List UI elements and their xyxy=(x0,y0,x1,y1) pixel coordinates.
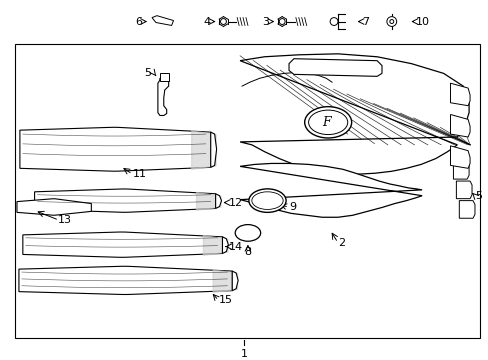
Polygon shape xyxy=(449,114,469,137)
Text: 9: 9 xyxy=(288,202,296,212)
Polygon shape xyxy=(288,59,381,76)
Text: 8: 8 xyxy=(244,247,251,257)
Polygon shape xyxy=(23,232,222,257)
Circle shape xyxy=(389,19,393,23)
Polygon shape xyxy=(20,127,210,171)
Text: 11: 11 xyxy=(132,169,146,179)
Polygon shape xyxy=(35,189,215,212)
Text: 5: 5 xyxy=(474,191,481,201)
Polygon shape xyxy=(452,162,468,179)
Text: 15: 15 xyxy=(218,296,232,305)
Polygon shape xyxy=(458,201,474,218)
Polygon shape xyxy=(240,163,421,217)
Text: 3: 3 xyxy=(262,17,269,27)
Polygon shape xyxy=(17,199,91,215)
Polygon shape xyxy=(152,15,173,26)
Polygon shape xyxy=(158,78,168,116)
Circle shape xyxy=(329,18,337,26)
Circle shape xyxy=(220,19,226,24)
Ellipse shape xyxy=(304,107,351,138)
Circle shape xyxy=(386,17,396,26)
Text: 14: 14 xyxy=(228,242,242,252)
Text: 2: 2 xyxy=(337,238,345,248)
Polygon shape xyxy=(210,132,216,167)
Text: F: F xyxy=(321,116,330,129)
Text: 1: 1 xyxy=(240,349,247,359)
Circle shape xyxy=(279,19,285,24)
Polygon shape xyxy=(455,181,471,199)
Bar xyxy=(15,44,479,338)
Ellipse shape xyxy=(235,225,260,241)
Polygon shape xyxy=(240,54,468,174)
Polygon shape xyxy=(215,194,221,208)
Text: 12: 12 xyxy=(228,198,242,208)
Polygon shape xyxy=(449,83,469,106)
Text: 6: 6 xyxy=(135,17,142,27)
Polygon shape xyxy=(449,146,469,168)
Text: 13: 13 xyxy=(58,215,72,225)
Text: 5: 5 xyxy=(144,68,151,78)
Polygon shape xyxy=(232,271,238,291)
Bar xyxy=(160,73,168,81)
Text: 10: 10 xyxy=(415,17,429,27)
Polygon shape xyxy=(222,237,228,253)
Text: 4: 4 xyxy=(203,17,210,27)
Polygon shape xyxy=(19,266,232,294)
Ellipse shape xyxy=(248,189,285,212)
Text: 7: 7 xyxy=(362,17,369,27)
